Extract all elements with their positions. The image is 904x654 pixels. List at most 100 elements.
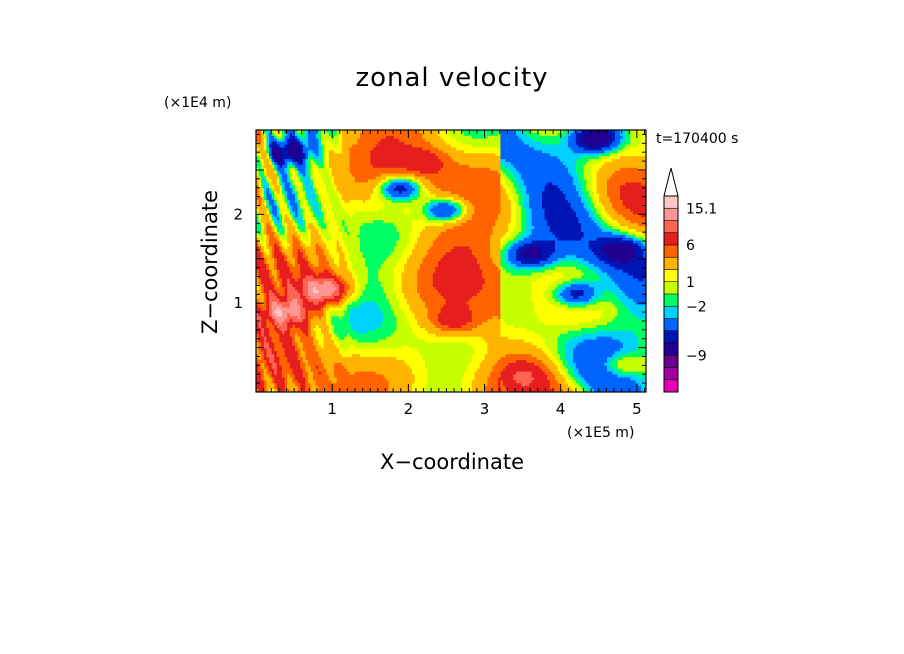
field-cell (581, 138, 584, 143)
field-cell (549, 179, 553, 183)
field-cell (531, 170, 535, 175)
field-cell (451, 220, 454, 224)
field-cell (573, 132, 577, 137)
field-cell (341, 199, 345, 204)
field-cell (555, 179, 558, 183)
field-cell (536, 194, 540, 198)
field-cell (640, 214, 644, 218)
field-cell (588, 130, 592, 134)
field-cell (279, 135, 283, 140)
field-cell (552, 147, 556, 151)
field-cell (310, 132, 314, 137)
field-cell (375, 194, 379, 198)
field-cell (487, 170, 491, 175)
field-cell (630, 135, 634, 140)
field-cell (427, 150, 431, 154)
field-cell (279, 208, 283, 212)
field-cell (263, 164, 267, 169)
field-cell (549, 138, 553, 143)
field-cell (604, 194, 608, 198)
field-cell (284, 179, 288, 183)
field-cell (422, 141, 426, 145)
field-cell (570, 205, 574, 209)
field-cell (531, 179, 535, 183)
field-cell (617, 167, 621, 172)
field-cell (326, 132, 330, 137)
field-cell (341, 130, 345, 134)
field-cell (562, 164, 566, 169)
field-cell (354, 188, 358, 192)
field-cell (263, 211, 267, 215)
field-cell (534, 170, 538, 175)
field-cell (354, 132, 358, 137)
field-cell (300, 150, 304, 154)
field-cell (357, 130, 361, 134)
field-cell (263, 176, 267, 180)
field-cell (635, 199, 639, 204)
field-cell (477, 205, 480, 209)
field-cell (360, 138, 363, 143)
field-cell (430, 173, 434, 177)
field-cell (456, 196, 460, 201)
field-cell (302, 167, 306, 172)
field-cell (258, 199, 262, 204)
field-cell (448, 150, 452, 154)
field-cell (375, 191, 379, 195)
field-cell (297, 153, 301, 157)
field-cell (464, 182, 467, 186)
field-cell (505, 159, 509, 163)
field-cell (425, 185, 428, 189)
field-cell (547, 173, 551, 177)
field-cell (451, 147, 454, 151)
field-cell (318, 176, 322, 180)
field-cell (318, 214, 322, 218)
field-cell (627, 144, 631, 148)
field-cell (557, 217, 561, 221)
field-cell (323, 156, 327, 160)
field-cell (487, 182, 491, 186)
field-cell (302, 153, 306, 157)
field-cell (425, 199, 428, 204)
field-cell (391, 132, 395, 137)
field-cell (453, 144, 457, 148)
field-cell (596, 179, 600, 183)
field-cell (630, 138, 634, 143)
field-cell (477, 150, 480, 154)
field-cell (432, 214, 436, 218)
field-cell (591, 167, 595, 172)
field-cell (490, 185, 493, 189)
field-cell (406, 220, 410, 224)
field-cell (404, 167, 408, 172)
field-cell (414, 176, 418, 180)
field-cell (510, 170, 514, 175)
field-cell (482, 130, 486, 134)
field-cell (557, 214, 561, 218)
field-cell (261, 182, 265, 186)
field-cell (365, 194, 369, 198)
field-cell (391, 182, 395, 186)
field-cell (508, 208, 512, 212)
field-cell (531, 199, 535, 204)
field-cell (539, 153, 543, 157)
field-cell (500, 191, 504, 195)
field-cell (578, 173, 582, 177)
field-cell (341, 205, 345, 209)
field-cell (438, 208, 441, 212)
field-cell (282, 167, 285, 172)
field-cell (409, 185, 413, 189)
field-cell (445, 135, 449, 140)
field-cell (448, 208, 452, 212)
field-cell (560, 167, 564, 172)
field-cell (425, 159, 428, 163)
field-cell (383, 153, 387, 157)
field-cell (302, 205, 306, 209)
field-cell (334, 202, 337, 207)
field-cell (518, 185, 522, 189)
field-cell (461, 135, 465, 140)
field-cell (276, 202, 280, 207)
field-cell (536, 167, 540, 172)
field-cell (352, 226, 356, 230)
field-cell (505, 156, 509, 160)
field-cell (391, 217, 395, 221)
field-cell (313, 194, 317, 198)
